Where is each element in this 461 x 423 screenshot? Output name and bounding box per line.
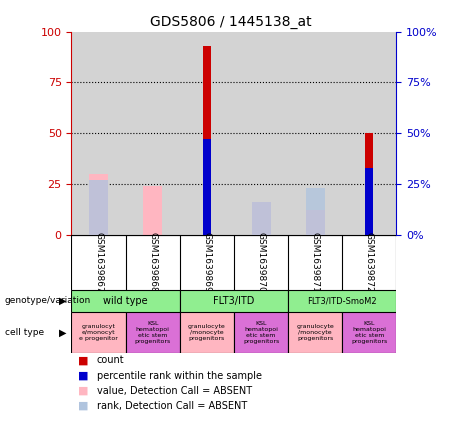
Text: granulocyt
e/monocyt
e progenitor: granulocyt e/monocyt e progenitor bbox=[79, 324, 118, 341]
Text: ■: ■ bbox=[78, 355, 89, 365]
Bar bbox=[342, 312, 396, 353]
Bar bbox=[143, 186, 162, 235]
Text: GSM1639868: GSM1639868 bbox=[148, 232, 157, 293]
Bar bbox=[306, 210, 325, 235]
Text: ■: ■ bbox=[78, 371, 89, 381]
Text: genotype/variation: genotype/variation bbox=[5, 297, 91, 305]
Text: wild type: wild type bbox=[103, 296, 148, 306]
Text: GSM1639870: GSM1639870 bbox=[256, 232, 266, 293]
Text: KSL
hematopoi
etic stem
progenitors: KSL hematopoi etic stem progenitors bbox=[135, 321, 171, 344]
Text: count: count bbox=[97, 355, 124, 365]
Text: granulocyte
/monocyte
progenitors: granulocyte /monocyte progenitors bbox=[188, 324, 226, 341]
Text: GSM1639872: GSM1639872 bbox=[365, 232, 374, 293]
Text: FLT3/ITD-SmoM2: FLT3/ITD-SmoM2 bbox=[307, 297, 377, 305]
Bar bbox=[234, 312, 288, 353]
Text: GSM1639871: GSM1639871 bbox=[311, 232, 320, 293]
Text: FLT3/ITD: FLT3/ITD bbox=[213, 296, 254, 306]
Bar bbox=[288, 290, 396, 312]
Bar bbox=[180, 290, 288, 312]
Bar bbox=[203, 46, 211, 235]
Text: ■: ■ bbox=[78, 401, 89, 411]
Text: ▶: ▶ bbox=[59, 296, 67, 306]
Bar bbox=[71, 290, 180, 312]
Text: value, Detection Call = ABSENT: value, Detection Call = ABSENT bbox=[97, 386, 252, 396]
Bar bbox=[180, 312, 234, 353]
Bar bbox=[306, 188, 325, 235]
Text: GSM1639869: GSM1639869 bbox=[202, 232, 212, 293]
Bar bbox=[365, 168, 373, 235]
Bar bbox=[252, 202, 271, 235]
Bar bbox=[89, 180, 108, 235]
Bar bbox=[288, 312, 342, 353]
Text: KSL
hematopoi
etic stem
progenitors: KSL hematopoi etic stem progenitors bbox=[243, 321, 279, 344]
Text: KSL
hematopoi
etic stem
progenitors: KSL hematopoi etic stem progenitors bbox=[351, 321, 388, 344]
Text: GDS5806 / 1445138_at: GDS5806 / 1445138_at bbox=[150, 15, 311, 29]
Text: rank, Detection Call = ABSENT: rank, Detection Call = ABSENT bbox=[97, 401, 247, 411]
Text: granulocyte
/monocyte
progenitors: granulocyte /monocyte progenitors bbox=[296, 324, 334, 341]
Text: percentile rank within the sample: percentile rank within the sample bbox=[97, 371, 262, 381]
Bar bbox=[71, 312, 125, 353]
Text: GSM1639867: GSM1639867 bbox=[94, 232, 103, 293]
Text: ■: ■ bbox=[78, 386, 89, 396]
Text: ▶: ▶ bbox=[59, 328, 67, 338]
Bar bbox=[365, 133, 373, 235]
Bar bbox=[89, 174, 108, 235]
Bar bbox=[203, 139, 211, 235]
Bar bbox=[125, 312, 180, 353]
Bar bbox=[252, 202, 271, 235]
Text: cell type: cell type bbox=[5, 328, 44, 337]
